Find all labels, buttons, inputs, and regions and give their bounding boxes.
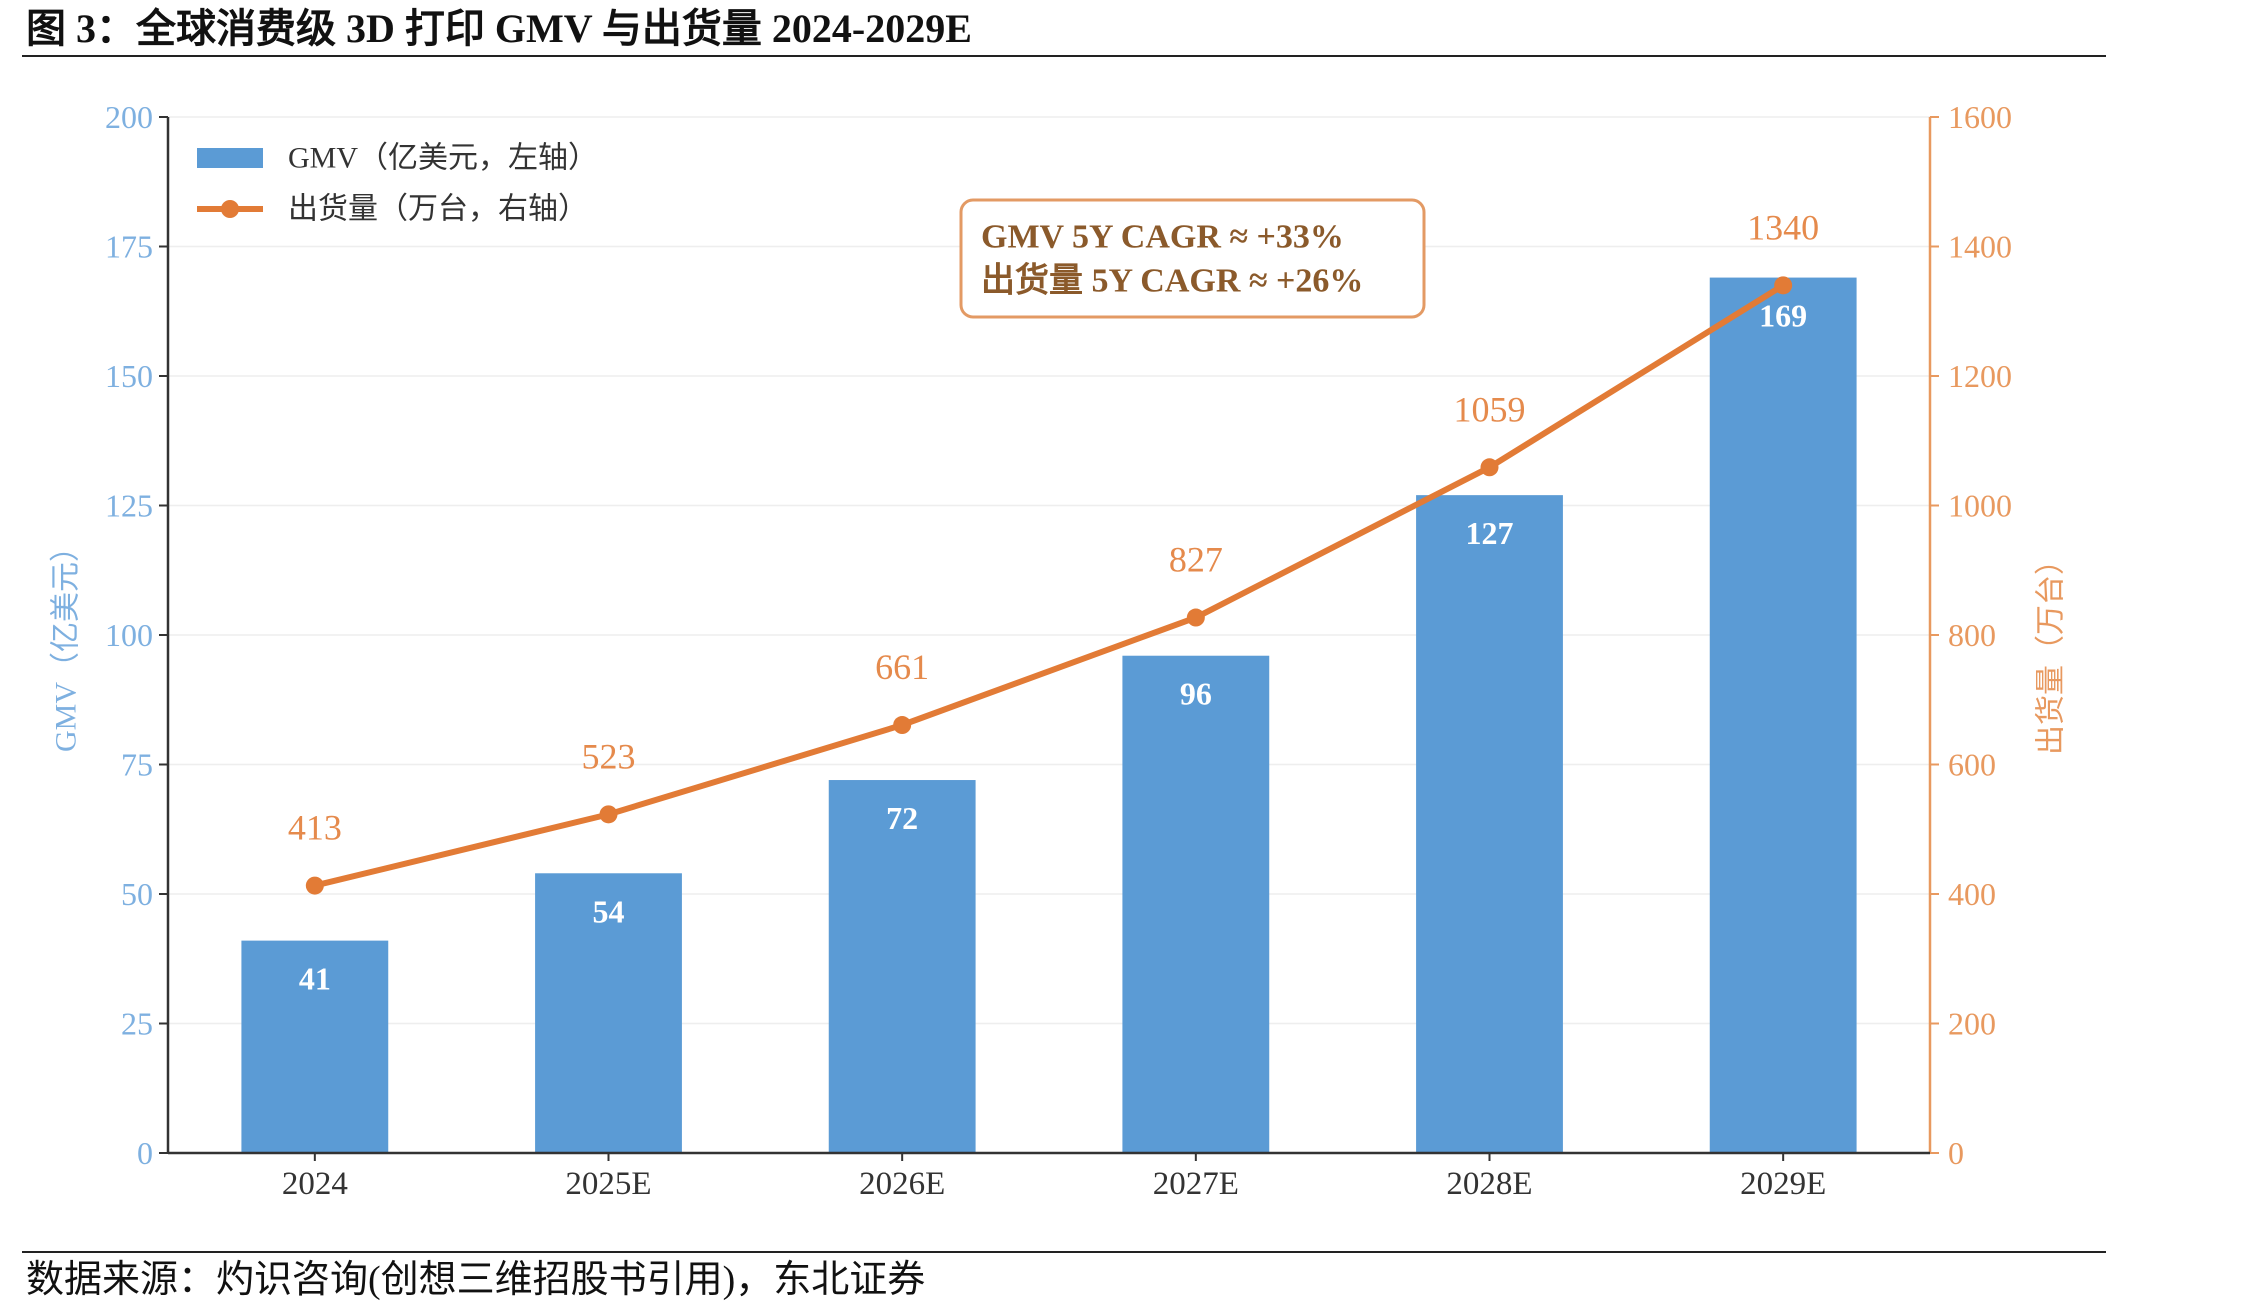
shipment-point — [1774, 276, 1793, 295]
shipment-label: 1059 — [1454, 389, 1526, 429]
shipment-point — [1480, 458, 1499, 477]
y-left-tick-label: 150 — [105, 358, 153, 394]
annotation-box — [959, 198, 1426, 319]
gmv-bar-label: 72 — [886, 800, 918, 836]
figure-title: 图 3：全球消费级 3D 打印 GMV 与出货量 2024-2029E — [26, 6, 972, 51]
x-tick-label: 2029E — [1740, 1166, 1826, 1202]
y-right-tick-label: 600 — [1948, 747, 1996, 783]
gmv-bar — [241, 940, 389, 1153]
shipment-point — [1186, 608, 1205, 627]
annotation-gmv-cagr: GMV 5Y CAGR ≈ +33% — [981, 219, 1344, 256]
data-labels: 41 54 72 96 127 169 413 523 661 827 1059 1340 — [288, 207, 1819, 996]
gmv-bar-label: 41 — [299, 961, 331, 997]
y-left-tick-label: 50 — [121, 876, 153, 912]
y-right-tick-label: 0 — [1948, 1135, 1964, 1171]
x-tick-label: 2025E — [565, 1166, 651, 1202]
shipment-label: 523 — [582, 736, 636, 776]
legend: GMV（亿美元，左轴） 出货量（万台，右轴） — [197, 142, 598, 226]
y-left-tick-label: 125 — [105, 488, 153, 524]
cagr-annotation: GMV 5Y CAGR ≈ +33% 出货量 5Y CAGR ≈ +26% — [959, 198, 1426, 319]
y-left-tick-label: 75 — [121, 747, 153, 783]
y-right-tick-label: 1000 — [1948, 488, 2012, 524]
y-axis-right-title: 出货量（万台） — [2035, 545, 2068, 755]
y-right-tick-label: 800 — [1948, 617, 1996, 653]
shipment-label: 661 — [875, 647, 929, 687]
gmv-bar-label: 127 — [1466, 515, 1514, 551]
legend-shipment-label: 出货量（万台，右轴） — [288, 193, 588, 226]
y-left-tick-label: 175 — [105, 229, 153, 265]
shipment-label: 827 — [1169, 540, 1223, 580]
shipment-label: 413 — [288, 808, 342, 848]
shipment-point — [599, 805, 618, 824]
gmv-bar-label: 54 — [593, 893, 625, 929]
y-right-tick-label: 1400 — [1948, 229, 2012, 265]
gmv-bar — [828, 780, 976, 1153]
gmv-bar-label: 96 — [1180, 676, 1212, 712]
legend-gmv-label: GMV（亿美元，左轴） — [288, 142, 598, 175]
y-right-tick-label: 200 — [1948, 1006, 1996, 1042]
shipment-line-series — [305, 276, 1793, 895]
x-tick-label: 2024 — [282, 1166, 348, 1202]
x-tick-label: 2026E — [859, 1166, 945, 1202]
legend-bar-swatch — [197, 148, 263, 168]
shipment-label: 1340 — [1747, 207, 1819, 247]
y-right-tick-label: 400 — [1948, 876, 1996, 912]
axes: 0 25 50 75 100 125 150 175 200 0 200 400 600 800 1000 1… — [105, 99, 2012, 1202]
y-left-tick-label: 0 — [137, 1135, 153, 1171]
y-left-tick-label: 100 — [105, 617, 153, 653]
y-left-tick-label: 200 — [105, 99, 153, 135]
gridlines — [168, 116, 1930, 1025]
gmv-bar — [1122, 655, 1270, 1153]
y-right-tick-label: 1600 — [1948, 99, 2012, 135]
source-note: 数据来源：灼识咨询(创想三维招股书引用)，东北证券 — [26, 1259, 925, 1301]
y-left-tick-label: 25 — [121, 1006, 153, 1042]
shipment-point — [893, 716, 912, 735]
x-tick-label: 2027E — [1153, 1166, 1239, 1202]
gmv-bar — [535, 873, 682, 1153]
y-right-tick-label: 1200 — [1948, 358, 2012, 394]
annotation-shipment-cagr: 出货量 5Y CAGR ≈ +26% — [981, 262, 1363, 300]
x-tick-label: 2028E — [1446, 1166, 1532, 1202]
gmv-bars — [241, 277, 1857, 1154]
shipment-point — [305, 876, 324, 895]
y-axis-left-title: GMV（亿美元） — [50, 532, 83, 752]
gmv-bar — [1416, 495, 1563, 1153]
gmv-bar-label: 169 — [1759, 298, 1807, 334]
shipment-line — [311, 282, 1787, 889]
gmv-bar — [1709, 277, 1857, 1154]
legend-line-marker — [221, 200, 239, 218]
